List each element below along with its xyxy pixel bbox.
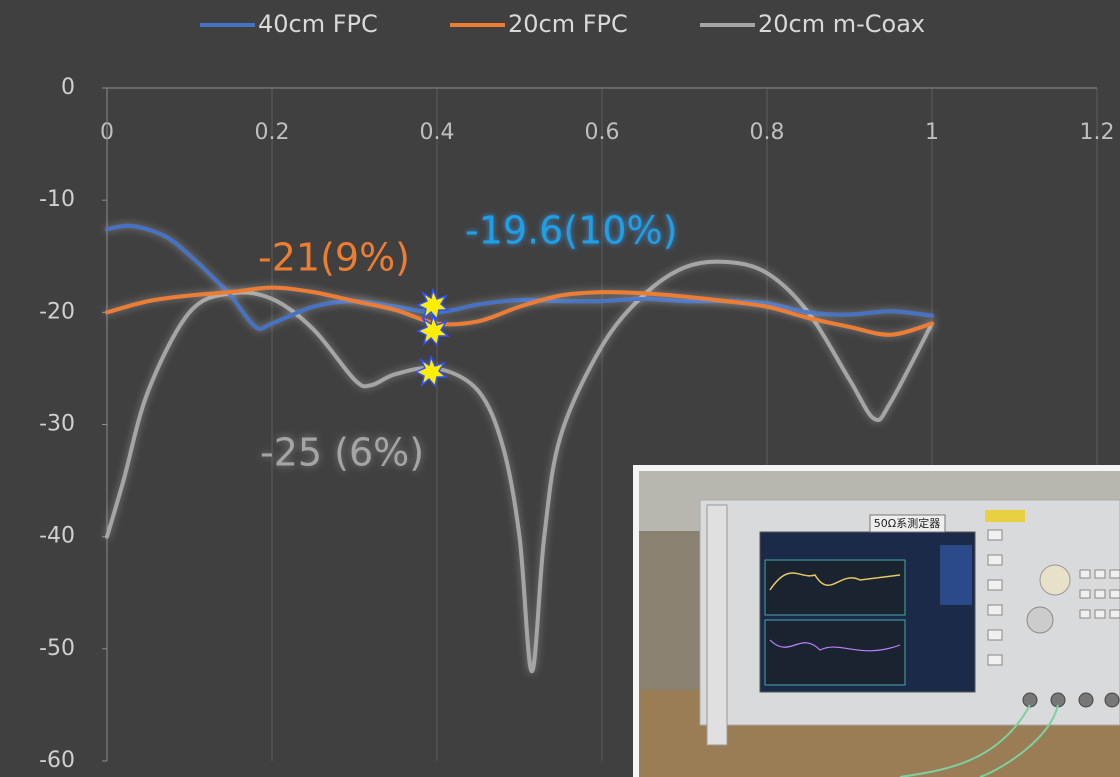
screen-trace-area <box>765 620 905 685</box>
instrument-label: 50Ω系測定器 <box>874 516 940 530</box>
x-tick-label: 0.4 <box>420 120 455 145</box>
x-tick-label: 0.6 <box>585 120 620 145</box>
y-tick-label: -60 <box>39 748 75 773</box>
chart: 00.20.40.60.811.20-10-20-30-40-50-60 40c… <box>0 0 1120 777</box>
x-tick-label: 1 <box>925 120 939 145</box>
x-tick-label: 0.2 <box>255 120 290 145</box>
y-tick-label: -40 <box>39 524 75 549</box>
legend-label: 20cm FPC <box>508 10 628 38</box>
x-tick-label: 0.8 <box>750 120 785 145</box>
annotation: -25 (6%) <box>260 431 424 475</box>
instrument-knob <box>1027 607 1053 633</box>
y-tick-label: -10 <box>39 187 75 212</box>
y-tick-label: 0 <box>61 75 75 100</box>
annotation: -21(9%) <box>258 236 410 280</box>
y-tick-label: -50 <box>39 636 75 661</box>
screen-trace-area <box>765 560 905 615</box>
legend-label: 20cm m-Coax <box>758 10 925 38</box>
legend-label: 40cm FPC <box>258 10 378 38</box>
instrument-knob <box>1040 565 1070 595</box>
y-tick-label: -30 <box>39 412 75 437</box>
annotation: -19.6(10%) <box>465 209 677 253</box>
instrument-handle <box>707 505 727 745</box>
x-tick-label: 1.2 <box>1080 120 1115 145</box>
y-tick-label: -20 <box>39 299 75 324</box>
screen-menu <box>940 545 972 605</box>
inset-photo: 50Ω系測定器 <box>633 465 1120 777</box>
instrument-tag <box>985 510 1025 522</box>
